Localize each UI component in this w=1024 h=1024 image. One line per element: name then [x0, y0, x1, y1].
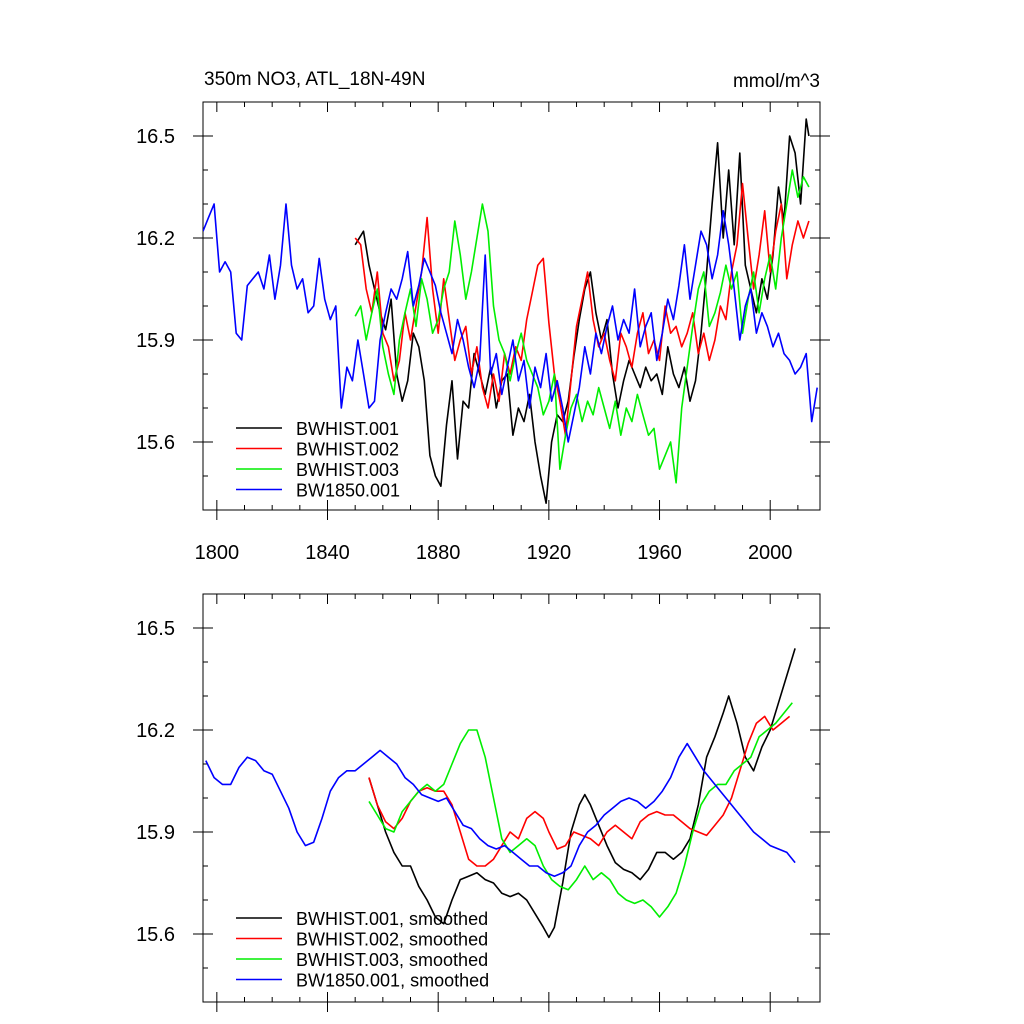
legend-label: BWHIST.001, smoothed: [296, 909, 488, 929]
y-tick-label: 15.9: [136, 330, 175, 352]
series-line: [205, 742, 796, 878]
y-tick-label: 16.2: [136, 228, 175, 250]
legend-label: BWHIST.001: [296, 419, 399, 439]
y-tick-label: 15.6: [136, 432, 175, 454]
x-tick-label: 2000: [748, 542, 793, 564]
legend-label: BW1850.001, smoothed: [296, 971, 489, 991]
x-tick-label: 1800: [195, 542, 240, 564]
y-tick-label: 16.5: [136, 126, 175, 148]
x-tick-label: 1880: [416, 542, 461, 564]
series-line: [368, 715, 791, 867]
x-tick-label: 1920: [527, 542, 572, 564]
legend-label: BWHIST.002: [296, 440, 399, 460]
y-tick-label: 15.6: [136, 924, 175, 946]
series-line: [368, 702, 793, 918]
series-line: [368, 648, 796, 939]
series-line: [354, 169, 810, 484]
y-tick-label: 16.5: [136, 618, 175, 640]
legend-label: BW1850.001: [296, 481, 400, 501]
series-line: [354, 182, 810, 437]
legend-label: BWHIST.003, smoothed: [296, 950, 488, 970]
y-tick-label: 16.2: [136, 720, 175, 742]
chart-title: 350m NO3, ATL_18N-49N: [204, 69, 425, 90]
legend-label: BWHIST.002, smoothed: [296, 930, 488, 950]
x-tick-label: 1960: [637, 542, 682, 564]
y-tick-label: 15.9: [136, 822, 175, 844]
panel-top-raw: 1800 1840 1880 1920 1960 2000 15.6 15.9 16.2 16.5…: [136, 101, 830, 564]
chart-units: mmol/m^3: [733, 71, 820, 92]
series-line: [203, 203, 818, 443]
x-tick-label: 1840: [305, 542, 350, 564]
legend-label: BWHIST.003: [296, 460, 399, 480]
